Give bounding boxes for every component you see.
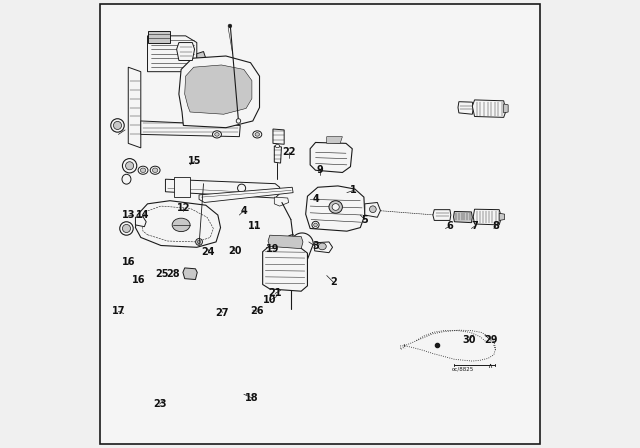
Ellipse shape (172, 218, 190, 232)
Ellipse shape (255, 133, 260, 136)
Text: 1: 1 (350, 185, 357, 195)
Ellipse shape (329, 201, 342, 213)
Text: 25: 25 (156, 269, 169, 279)
Ellipse shape (212, 131, 221, 138)
Ellipse shape (196, 238, 202, 246)
Polygon shape (196, 52, 205, 65)
Text: ∧: ∧ (487, 363, 492, 369)
Text: 21: 21 (268, 289, 282, 298)
Polygon shape (147, 31, 170, 43)
Ellipse shape (113, 121, 122, 129)
Polygon shape (273, 129, 284, 144)
Polygon shape (179, 56, 260, 128)
Ellipse shape (214, 133, 219, 136)
Text: 29: 29 (484, 336, 498, 345)
Text: 4: 4 (312, 194, 319, 204)
Text: 26: 26 (250, 306, 264, 316)
Polygon shape (136, 217, 146, 227)
Text: 24: 24 (201, 247, 215, 257)
Text: 10: 10 (263, 295, 276, 305)
Ellipse shape (125, 162, 134, 170)
Polygon shape (315, 242, 333, 253)
Ellipse shape (122, 174, 131, 184)
Text: 27: 27 (216, 308, 229, 318)
Ellipse shape (312, 221, 319, 228)
Text: 8: 8 (492, 221, 499, 231)
Polygon shape (454, 211, 472, 223)
Polygon shape (365, 202, 380, 217)
Text: 13: 13 (122, 210, 135, 220)
Ellipse shape (138, 166, 148, 174)
Ellipse shape (152, 168, 158, 172)
Text: 14: 14 (136, 210, 150, 220)
Ellipse shape (122, 159, 137, 173)
Ellipse shape (318, 243, 326, 250)
Polygon shape (147, 36, 196, 72)
Polygon shape (458, 102, 473, 114)
Text: 4: 4 (241, 206, 247, 215)
Ellipse shape (120, 222, 133, 235)
Ellipse shape (314, 223, 317, 227)
Polygon shape (310, 142, 352, 172)
Text: 11: 11 (248, 221, 262, 231)
Text: 16: 16 (122, 257, 135, 267)
Polygon shape (499, 213, 504, 220)
Polygon shape (183, 268, 197, 280)
Text: 18: 18 (245, 393, 259, 403)
Text: 2: 2 (330, 277, 337, 287)
Polygon shape (199, 187, 293, 202)
Text: 15: 15 (188, 156, 202, 166)
Text: 22: 22 (282, 147, 296, 157)
Ellipse shape (237, 184, 246, 192)
Text: 9: 9 (317, 165, 323, 175)
Polygon shape (504, 104, 508, 113)
Text: 12: 12 (177, 203, 190, 213)
Polygon shape (141, 121, 240, 137)
Text: 3: 3 (312, 241, 319, 251)
Ellipse shape (228, 24, 232, 28)
Polygon shape (262, 246, 307, 291)
Text: 23: 23 (153, 399, 166, 409)
Ellipse shape (253, 131, 262, 138)
Ellipse shape (369, 206, 376, 212)
Text: 20: 20 (228, 246, 242, 256)
Text: 6: 6 (447, 221, 453, 231)
Ellipse shape (275, 144, 280, 148)
Polygon shape (433, 210, 451, 220)
Polygon shape (185, 65, 252, 114)
Polygon shape (268, 235, 303, 249)
Text: 30: 30 (462, 336, 476, 345)
Ellipse shape (197, 240, 201, 244)
Polygon shape (473, 209, 502, 225)
Polygon shape (136, 201, 221, 247)
Polygon shape (128, 67, 141, 148)
Ellipse shape (140, 168, 146, 172)
Ellipse shape (150, 166, 160, 174)
Text: oc/8825: oc/8825 (452, 367, 474, 372)
Text: 5: 5 (362, 215, 368, 224)
Polygon shape (326, 137, 342, 143)
Polygon shape (177, 43, 195, 60)
Text: 7: 7 (471, 221, 478, 231)
Ellipse shape (332, 203, 339, 210)
Polygon shape (165, 179, 280, 198)
Text: 19: 19 (266, 244, 280, 254)
Polygon shape (472, 100, 506, 117)
Polygon shape (275, 146, 282, 163)
Bar (174, 177, 190, 197)
Ellipse shape (236, 119, 241, 123)
Ellipse shape (122, 224, 131, 233)
Polygon shape (275, 197, 289, 206)
Text: 17: 17 (111, 306, 125, 316)
Ellipse shape (111, 119, 124, 132)
Polygon shape (306, 186, 365, 231)
Text: 16: 16 (132, 275, 145, 285)
Text: 28: 28 (166, 269, 180, 279)
